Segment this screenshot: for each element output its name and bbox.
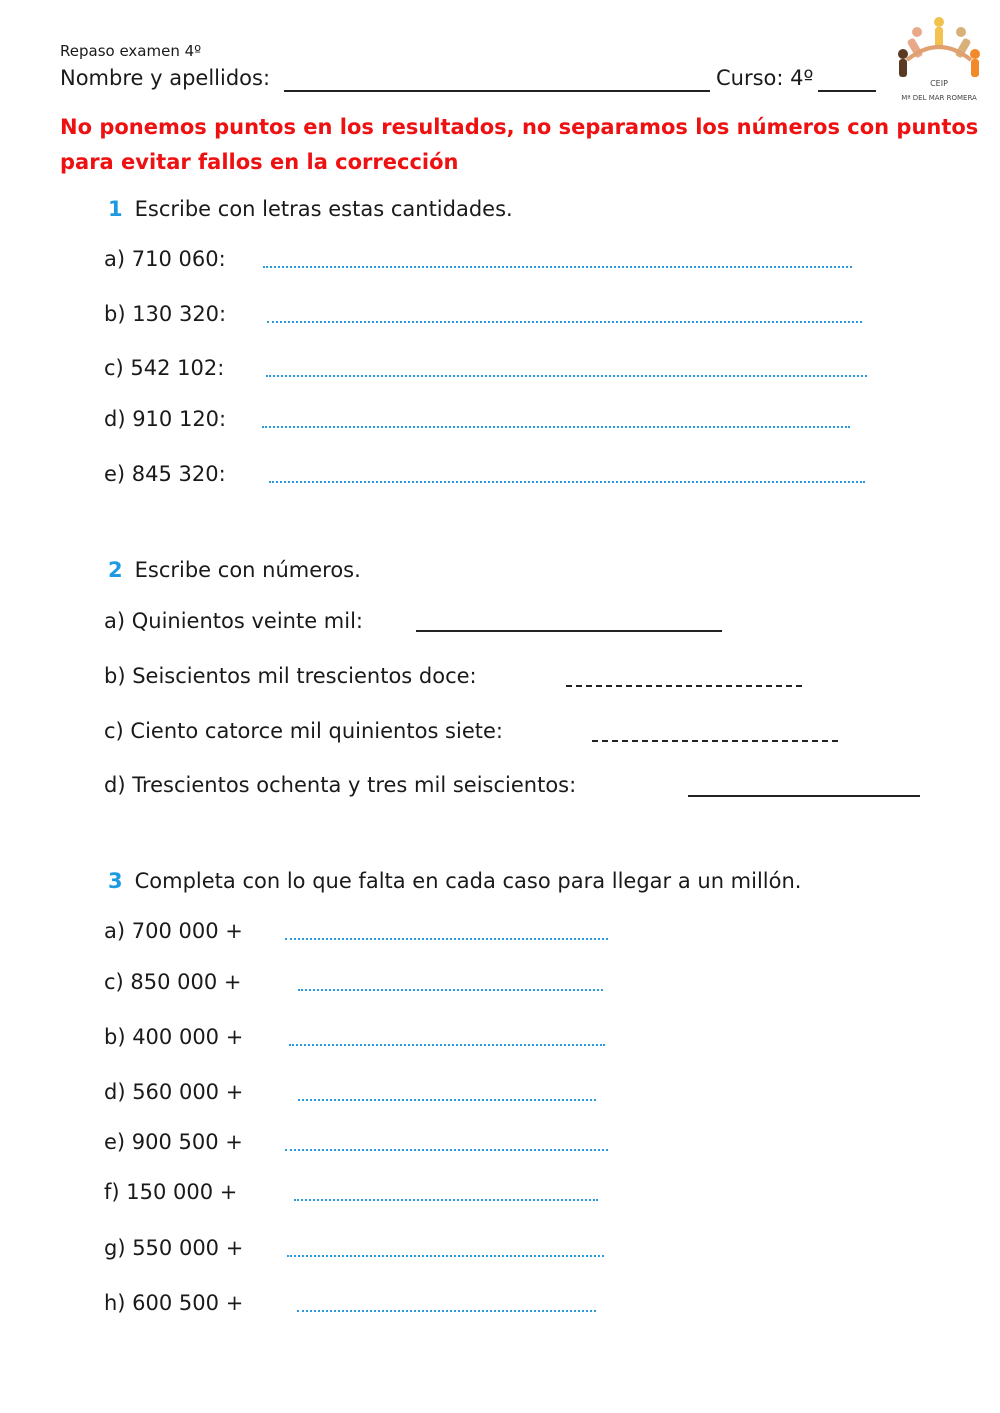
item-label: a) Quinientos veinte mil: bbox=[104, 609, 364, 633]
answer-field[interactable] bbox=[592, 740, 838, 742]
section-3-heading: 3 Completa con lo que falta en cada caso … bbox=[108, 869, 801, 893]
answer-field[interactable] bbox=[566, 685, 802, 687]
section-1-heading: 1 Escribe con letras estas cantidades. bbox=[108, 197, 513, 221]
item-label: f) 150 000 + bbox=[104, 1180, 238, 1204]
school-logo-icon: CEIP Mª DEL MAR ROMERA bbox=[898, 17, 980, 102]
svg-text:Mª DEL MAR ROMERA: Mª DEL MAR ROMERA bbox=[901, 94, 977, 102]
section-number: 3 bbox=[108, 869, 123, 893]
answer-field[interactable] bbox=[269, 481, 865, 483]
answer-field[interactable] bbox=[262, 426, 850, 428]
school-logo: CEIP Mª DEL MAR ROMERA bbox=[893, 14, 985, 104]
item-label: d) 560 000 + bbox=[104, 1080, 244, 1104]
answer-field[interactable] bbox=[287, 1255, 604, 1257]
item-label: a) 700 000 + bbox=[104, 919, 243, 943]
svg-text:CEIP: CEIP bbox=[930, 79, 948, 88]
answer-field[interactable] bbox=[416, 630, 722, 632]
answer-field[interactable] bbox=[294, 1199, 598, 1201]
section-title: Escribe con números. bbox=[134, 558, 361, 582]
item-label: c) 850 000 + bbox=[104, 970, 242, 994]
warning-line-1: No ponemos puntos en los resultados, no … bbox=[60, 115, 979, 139]
name-field[interactable] bbox=[284, 90, 710, 92]
item-label: c) 542 102: bbox=[104, 356, 225, 380]
warning-line-2: para evitar fallos en la corrección bbox=[60, 150, 459, 174]
section-number: 2 bbox=[108, 558, 123, 582]
answer-field[interactable] bbox=[263, 266, 852, 268]
item-label: d) Trescientos ochenta y tres mil seisci… bbox=[104, 773, 577, 797]
section-title: Escribe con letras estas cantidades. bbox=[134, 197, 513, 221]
answer-field[interactable] bbox=[266, 375, 867, 377]
item-label: a) 710 060: bbox=[104, 247, 226, 271]
course-field[interactable] bbox=[818, 90, 876, 92]
answer-field[interactable] bbox=[285, 938, 608, 940]
item-label: b) 400 000 + bbox=[104, 1025, 244, 1049]
answer-field[interactable] bbox=[298, 989, 603, 991]
item-label: g) 550 000 + bbox=[104, 1236, 244, 1260]
item-label: b) Seiscientos mil trescientos doce: bbox=[104, 664, 477, 688]
answer-field[interactable] bbox=[298, 1099, 596, 1101]
name-label: Nombre y apellidos: bbox=[60, 66, 271, 90]
section-title: Completa con lo que falta en cada caso p… bbox=[134, 869, 802, 893]
course-label: Curso: 4º bbox=[716, 66, 814, 90]
answer-field[interactable] bbox=[297, 1310, 596, 1312]
section-number: 1 bbox=[108, 197, 123, 221]
answer-field[interactable] bbox=[285, 1149, 608, 1151]
answer-field[interactable] bbox=[267, 321, 862, 323]
item-label: h) 600 500 + bbox=[104, 1291, 244, 1315]
item-label: e) 900 500 + bbox=[104, 1130, 243, 1154]
item-label: b) 130 320: bbox=[104, 302, 227, 326]
answer-field[interactable] bbox=[688, 795, 920, 797]
section-2-heading: 2 Escribe con números. bbox=[108, 558, 361, 582]
item-label: e) 845 320: bbox=[104, 462, 226, 486]
answer-field[interactable] bbox=[289, 1044, 605, 1046]
worksheet-subtitle: Repaso examen 4º bbox=[60, 42, 202, 60]
item-label: c) Ciento catorce mil quinientos siete: bbox=[104, 719, 503, 743]
item-label: d) 910 120: bbox=[104, 407, 227, 431]
